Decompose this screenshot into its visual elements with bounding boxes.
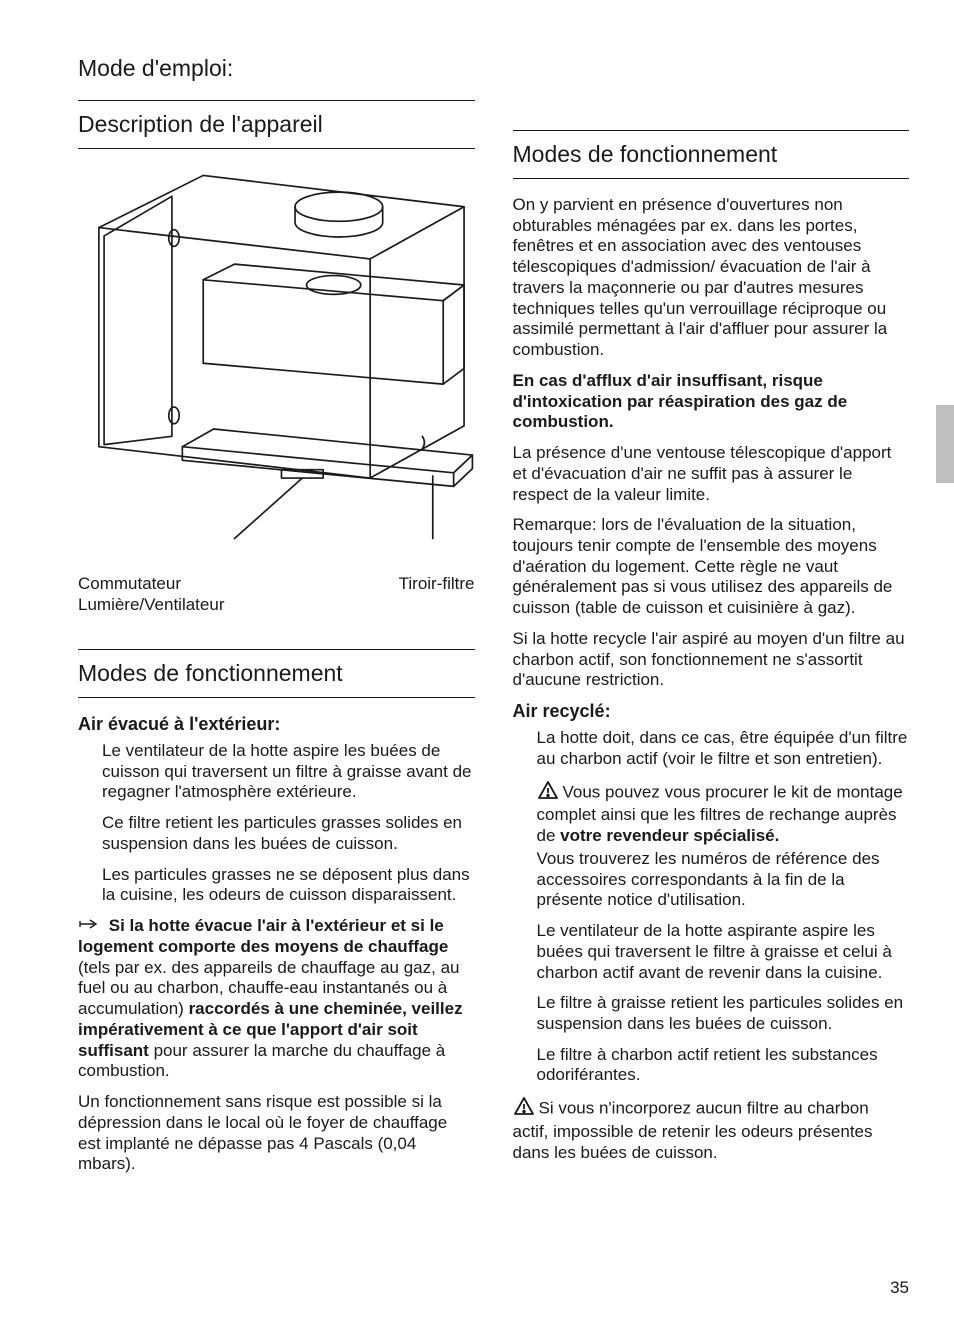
right-p7b: Vous trouverez les numéros de référence … <box>513 849 910 911</box>
left-p5: Un fonctionnement sans risque est possib… <box>78 1092 475 1175</box>
left-p2: Ce filtre retient les particules grasses… <box>78 813 475 854</box>
right-p11: Si vous n'incorporez aucun filtre au cha… <box>513 1096 910 1163</box>
subhead-air-recycle: Air recyclé: <box>513 701 910 722</box>
left-p4: Si la hotte évacue l'air à l'extérieur e… <box>78 916 475 1082</box>
right-p6: La hotte doit, dans ce cas, être équipée… <box>513 728 910 769</box>
appliance-diagram <box>78 165 475 567</box>
label-lumiere-ventilateur: Lumière/Ventilateur <box>78 595 224 614</box>
label-commutateur: Commutateur <box>78 574 181 593</box>
warning-icon <box>513 1096 535 1122</box>
right-column: Modes de fonctionnement On y parvient en… <box>513 100 910 1185</box>
heading-modes-right: Modes de fonctionnement <box>513 139 910 172</box>
label-tiroir-filtre: Tiroir-filtre <box>399 573 475 616</box>
right-p5: Si la hotte recycle l'air aspiré au moye… <box>513 629 910 691</box>
right-p1: On y parvient en présence d'ouvertures n… <box>513 195 910 361</box>
page-number: 35 <box>890 1278 909 1298</box>
heading-modes-left: Modes de fonctionnement <box>78 658 475 691</box>
right-p3: La présence d'une ventouse télescopique … <box>513 443 910 505</box>
subhead-air-evacue: Air évacué à l'extérieur: <box>78 714 475 735</box>
right-p9: Le filtre à graisse retient les particul… <box>513 993 910 1034</box>
right-p4: Remarque: lors de l'évaluation de la sit… <box>513 515 910 619</box>
right-p10: Le filtre à charbon actif retient les su… <box>513 1045 910 1086</box>
top-title: Mode d'emploi: <box>78 55 909 82</box>
edge-tab <box>936 405 954 483</box>
diagram-labels: Commutateur Lumière/Ventilateur Tiroir-f… <box>78 573 475 616</box>
warning-icon <box>537 780 559 806</box>
hand-icon <box>78 916 100 937</box>
right-p2: En cas d'afflux d'air insuffisant, risqu… <box>513 371 910 433</box>
left-column: Description de l'appareil <box>78 100 475 1185</box>
left-p1: Le ventilateur de la hotte aspire les bu… <box>78 741 475 803</box>
right-p8: Le ventilateur de la hotte aspirante asp… <box>513 921 910 983</box>
right-p7: Vous pouvez vous procurer le kit de mont… <box>513 780 910 847</box>
heading-description: Description de l'appareil <box>78 109 475 142</box>
left-p3: Les particules grasses ne se déposent pl… <box>78 865 475 906</box>
